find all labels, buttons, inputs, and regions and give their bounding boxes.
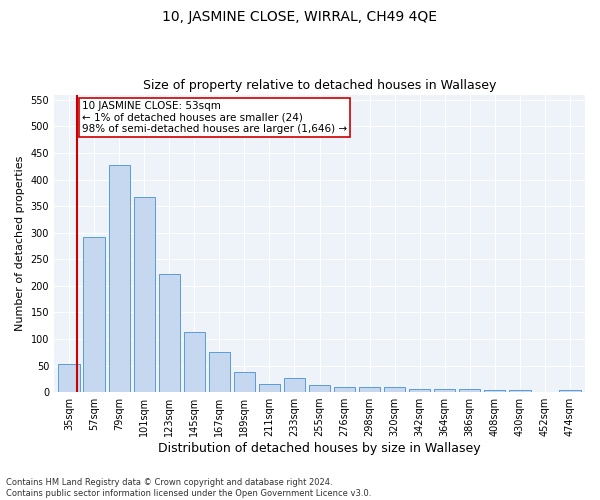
Bar (309, 384, 330, 392)
Bar (284, 378, 305, 392)
Text: 10 JASMINE CLOSE: 53sqm
← 1% of detached houses are smaller (24)
98% of semi-det: 10 JASMINE CLOSE: 53sqm ← 1% of detached… (82, 101, 347, 134)
Bar (259, 384, 280, 392)
Text: Contains HM Land Registry data © Crown copyright and database right 2024.
Contai: Contains HM Land Registry data © Crown c… (6, 478, 371, 498)
Bar (184, 332, 205, 392)
Bar (434, 390, 455, 392)
Bar (484, 390, 505, 392)
Bar (509, 390, 530, 392)
Bar (234, 372, 255, 392)
Text: 10, JASMINE CLOSE, WIRRAL, CH49 4QE: 10, JASMINE CLOSE, WIRRAL, CH49 4QE (163, 10, 437, 24)
Bar (58, 364, 80, 392)
Bar (409, 390, 430, 392)
Bar (109, 164, 130, 392)
Bar (559, 390, 581, 392)
Bar (359, 388, 380, 392)
X-axis label: Distribution of detached houses by size in Wallasey: Distribution of detached houses by size … (158, 442, 481, 455)
Title: Size of property relative to detached houses in Wallasey: Size of property relative to detached ho… (143, 79, 496, 92)
Bar (334, 388, 355, 392)
Bar (83, 238, 105, 392)
Y-axis label: Number of detached properties: Number of detached properties (15, 156, 25, 331)
Bar (209, 352, 230, 392)
Bar (459, 390, 481, 392)
Bar (134, 197, 155, 392)
Bar (158, 274, 180, 392)
Bar (384, 388, 406, 392)
